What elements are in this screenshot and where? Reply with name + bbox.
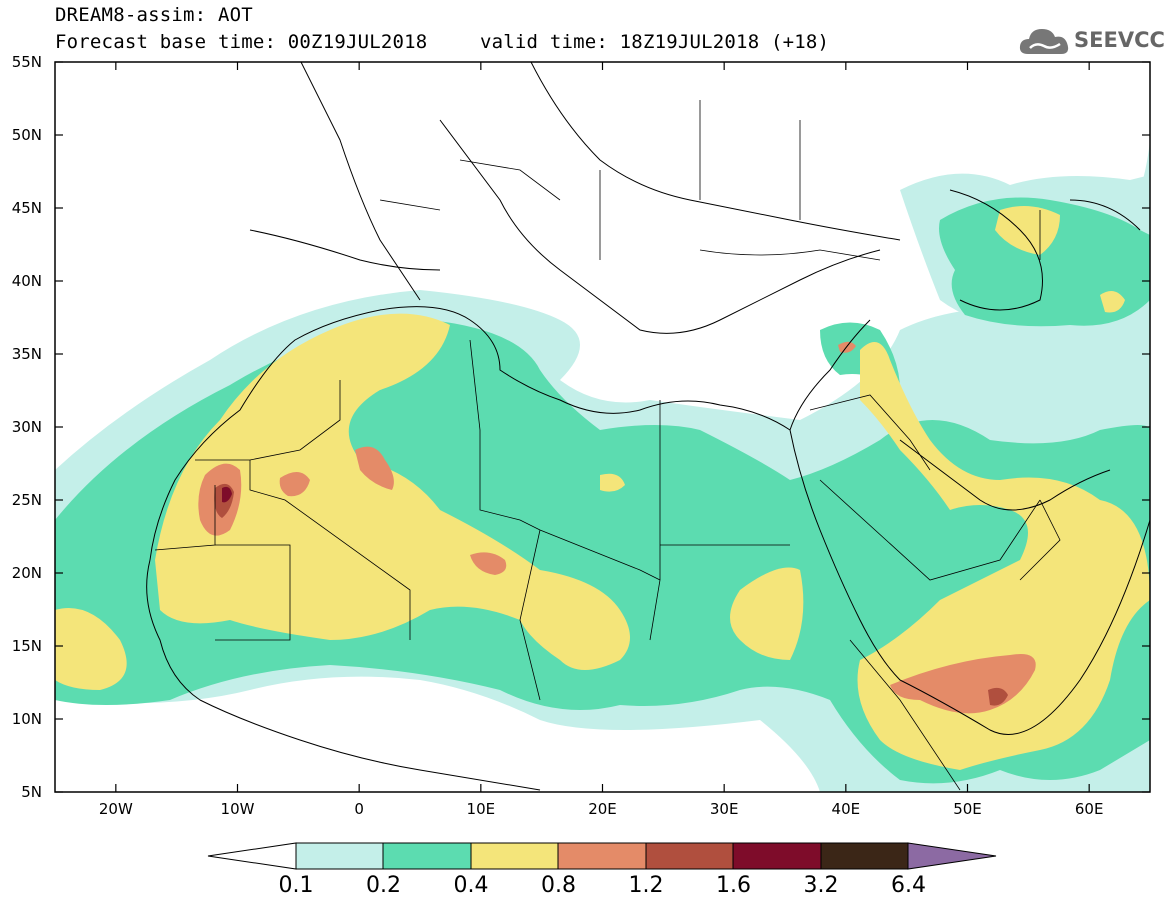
colorbar-label: 0.1 [278,873,314,898]
lon-label: 20W [98,800,133,818]
colorbar-label: 1.6 [716,873,751,898]
lat-label: 20N [11,564,42,582]
valid-time: valid time: 18Z19JUL2018 (+18) [480,31,830,53]
colorbar-swatch [732,842,822,870]
lat-label: 35N [11,345,42,363]
lon-label: 10E [466,800,496,818]
lon-label: 20E [588,800,617,818]
lat-label: 30N [11,418,42,436]
colorbar-over [907,842,997,870]
aot-band-1.6 [222,486,232,503]
lat-label: 40N [11,272,42,290]
colorbar-under [207,842,297,870]
forecast-base-time: Forecast base time: 00Z19JUL2018 valid ti… [55,31,829,53]
lon-label: 40E [831,800,861,818]
country-borders [154,100,1061,791]
lon-label: 50E [953,800,982,818]
lat-label: 50N [11,126,42,144]
logo-text: SEEVCCC [1074,28,1165,52]
lon-label: 60E [1074,800,1104,818]
colorbar-swatch [382,842,472,870]
colorbar-label: 1.2 [628,873,664,898]
colorbar-swatch [295,842,384,870]
lat-label: 5N [21,783,42,801]
colorbar-label: 6.4 [891,873,926,898]
lon-label: 30E [709,800,739,818]
colorbar-swatch [557,842,647,870]
colorbar-swatch [820,842,909,870]
aot-fields [55,62,1150,792]
aot-band-0.4 [55,206,1150,770]
colorbar-label: 3.2 [803,873,839,898]
colorbar-label: 0.4 [453,873,489,898]
lat-label: 25N [11,491,42,509]
lat-label: 10N [11,710,42,728]
coastlines [146,62,1150,791]
seevccc-logo: SEEVCCC [1018,24,1165,58]
colorbar-swatch [645,842,734,870]
colorbar-label: 0.8 [541,873,576,898]
axis-ticks [55,61,1150,793]
base-time-text: Forecast base time: 00Z19JUL2018 [55,31,428,53]
colorbar-swatch [470,842,559,870]
lon-label: 10W [220,800,255,818]
lat-label: 55N [11,53,42,71]
cloud-icon [1019,29,1069,54]
colorbar-label: 0.2 [366,873,401,898]
colorbar [207,842,997,870]
lon-label: 0 [354,800,364,818]
map-title: DREAM8-assim: AOT [55,4,253,26]
lat-label: 15N [11,637,42,655]
lat-label: 45N [11,199,42,217]
